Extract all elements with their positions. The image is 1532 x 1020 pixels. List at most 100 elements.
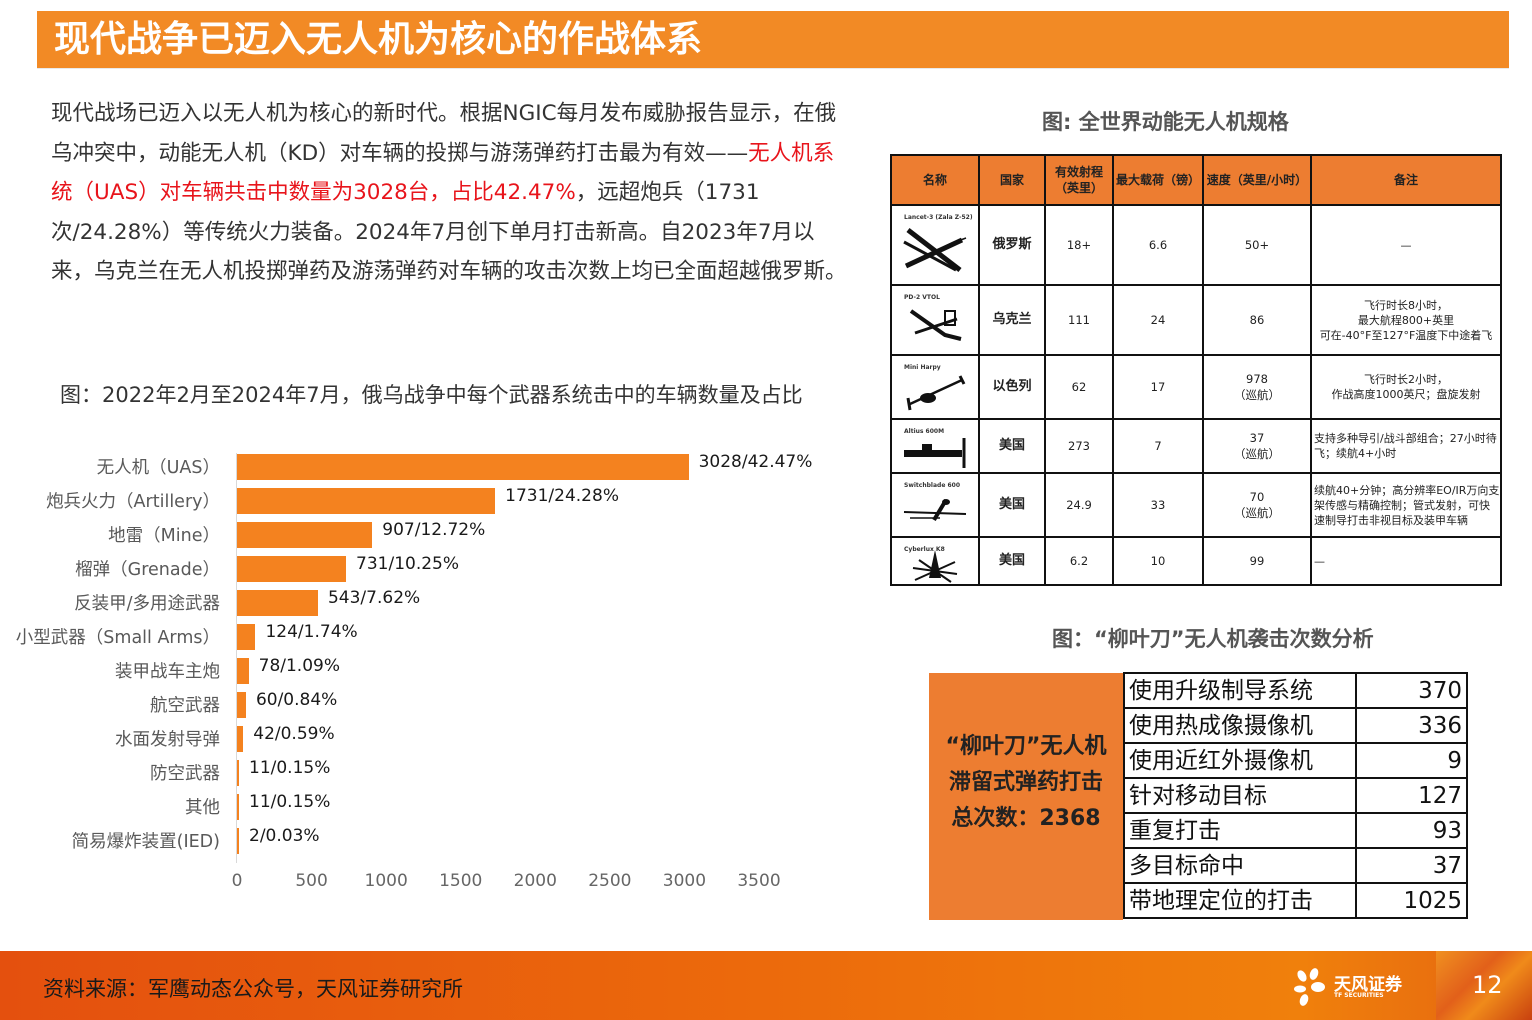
speed-cell: 978 （巡航） — [1202, 354, 1312, 420]
payload-cell: 6.6 — [1112, 204, 1204, 286]
attack-count: 336 — [1355, 707, 1468, 744]
spec-table-row: Altius 600M 美国 273 7 37 （巡航） 支持多种导引/战斗部组合；27小时… — [890, 418, 1502, 474]
note-cell: 续航40+分钟；高分辨率EO/IR万向支架传感与精确控制；管式发射，可快速制导打… — [1310, 472, 1502, 538]
speed-value: 37 — [1249, 431, 1265, 445]
speed-cell: 50+ — [1202, 204, 1312, 286]
chart-row: 其他 11/0.15% — [0, 791, 860, 825]
attack-type-label: 重复打击 — [1123, 812, 1357, 849]
category-label: 反装甲/多用途武器 — [74, 594, 220, 614]
note-cell: 支持多种导引/战斗部组合；27小时待飞；续航4+小时 — [1310, 418, 1502, 474]
lancet-attack-table: 使用升级制导系统 370 使用热成像摄像机 336 使用近红外摄像机 9 针对移动目标 127… — [1123, 672, 1468, 919]
switchblade-drone-icon — [892, 496, 978, 524]
data-label: 124/1.74% — [265, 622, 358, 642]
lancet-table-row: 使用升级制导系统 370 — [1123, 672, 1468, 709]
attack-count: 127 — [1355, 777, 1468, 814]
spec-table-row: Cyberlux K8 美国 6.2 10 99 — — [890, 536, 1502, 586]
title-bar: 现代战争已迈入无人机为核心的作战体系 — [37, 11, 1509, 69]
range-cell: 6.2 — [1044, 536, 1114, 586]
mini-harpy-drone-icon — [892, 372, 978, 412]
data-bar — [237, 488, 496, 514]
drone-name: Lancet-3 (Zala Z-52) — [904, 214, 973, 221]
page-number: 12 — [1472, 971, 1503, 999]
note-cell: 飞行时长8小时， 最大航程800+英里 可在-40°F至127°F温度下中途着飞 — [1310, 284, 1502, 356]
drone-name-cell: PD-2 VTOL — [890, 284, 980, 356]
spec-table-row: Mini Harpy 以色列 62 17 978 （巡航） 飞行时长2小时， 作战高度100… — [890, 354, 1502, 420]
category-label: 小型武器（Small Arms） — [15, 628, 220, 648]
category-label: 防空武器 — [150, 764, 220, 784]
header-payload: 最大载荷（镑） — [1112, 154, 1204, 206]
country-cell: 俄罗斯 — [978, 204, 1046, 286]
data-bar — [237, 760, 239, 786]
header-speed: 速度（英里/小时） — [1202, 154, 1312, 206]
header-country: 国家 — [978, 154, 1046, 206]
country-cell: 美国 — [978, 536, 1046, 586]
chart-row: 装甲战车主炮 78/1.09% — [0, 655, 860, 689]
drone-name: Switchblade 600 — [904, 482, 960, 489]
data-bar — [237, 522, 373, 548]
attack-count: 370 — [1355, 672, 1468, 709]
weapon-hits-bar-chart: 无人机（UAS） 3028/42.47% 炮兵火力（Artillery） 1731/2… — [0, 445, 860, 905]
altius-drone-icon — [892, 432, 978, 470]
spec-table-row: Lancet-3 (Zala Z-52) 俄罗斯 18+ 6.6 50+ — — [890, 204, 1502, 286]
chart-row: 水面发射导弹 42/0.59% — [0, 723, 860, 757]
x-tick-label: 1000 — [364, 871, 408, 891]
data-label: 2/0.03% — [249, 826, 320, 846]
lancet-summary-box: “柳叶刀”无人机 滞留式弹药打击 总次数：2368 — [929, 673, 1123, 920]
x-tick-label: 3000 — [662, 871, 707, 891]
lancet-table-row: 使用热成像摄像机 336 — [1123, 707, 1468, 744]
data-bar — [237, 658, 249, 684]
speed-value: 99 — [1249, 554, 1265, 568]
data-label: 907/12.72% — [382, 520, 486, 540]
chart-row: 航空武器 60/0.84% — [0, 689, 860, 723]
speed-note: （巡航） — [1234, 388, 1280, 402]
speed-cell: 99 — [1202, 536, 1312, 586]
attack-type-label: 使用近红外摄像机 — [1123, 742, 1357, 779]
range-cell: 24.9 — [1044, 472, 1114, 538]
attack-type-label: 使用热成像摄像机 — [1123, 707, 1357, 744]
data-bar — [237, 828, 239, 854]
spec-header-row: 名称 国家 有效射程（英里） 最大载荷（镑） 速度（英里/小时） 备注 — [890, 154, 1502, 206]
speed-cell: 86 — [1202, 284, 1312, 356]
country-cell: 美国 — [978, 418, 1046, 474]
range-cell: 273 — [1044, 418, 1114, 474]
x-tick-label: 0 — [231, 871, 243, 891]
category-label: 其他 — [185, 798, 220, 818]
attack-count: 1025 — [1355, 882, 1468, 919]
data-bar — [237, 590, 318, 616]
data-label: 11/0.15% — [249, 758, 331, 778]
data-bar — [237, 692, 246, 718]
lancet-table-body: 使用升级制导系统 370 使用热成像摄像机 336 使用近红外摄像机 9 针对移动目标 127… — [1123, 672, 1468, 919]
drone-name-cell: Switchblade 600 — [890, 472, 980, 538]
range-cell: 18+ — [1044, 204, 1114, 286]
intro-text-part2: ，远超炮兵（1731次/24.28%）等传统火力装备。2024年7月创下单月打击… — [51, 180, 847, 284]
header-range: 有效射程（英里） — [1044, 154, 1114, 206]
data-bar — [237, 556, 347, 582]
category-label: 水面发射导弹 — [115, 730, 220, 750]
footer: 资料来源：军鹰动态公众号，天风证券研究所 天风证券 TF SECURITIES … — [0, 951, 1532, 1020]
intro-paragraph: 现代战场已迈入以无人机为核心的新时代。根据NGIC每月发布威胁报告显示，在俄乌冲… — [51, 94, 851, 292]
speed-value: 70 — [1249, 490, 1265, 504]
drone-name-cell: Cyberlux K8 — [890, 536, 980, 586]
data-label: 543/7.62% — [327, 588, 421, 608]
attack-type-label: 多目标命中 — [1123, 847, 1357, 884]
data-label: 78/1.09% — [258, 656, 340, 676]
attack-type-label: 使用升级制导系统 — [1123, 672, 1357, 709]
attack-count: 9 — [1355, 742, 1468, 779]
drone-name: PD-2 VTOL — [904, 294, 940, 301]
payload-cell: 33 — [1112, 472, 1204, 538]
data-label: 731/10.25% — [356, 554, 460, 574]
speed-cell: 70 （巡航） — [1202, 472, 1312, 538]
x-tick-label: 1500 — [439, 871, 483, 891]
summary-line-3: 总次数：2368 — [951, 806, 1101, 831]
drone-name-cell: Lancet-3 (Zala Z-52) — [890, 204, 980, 286]
chart-row: 无人机（UAS） 3028/42.47% — [0, 451, 860, 485]
category-label: 榴弹（Grenade） — [75, 560, 220, 580]
summary-line-1: “柳叶刀”无人机 — [945, 734, 1107, 759]
attack-count: 37 — [1355, 847, 1468, 884]
data-bar — [237, 624, 256, 650]
speed-value: 978 — [1246, 372, 1268, 386]
speed-value: 50+ — [1244, 238, 1270, 252]
range-cell: 111 — [1044, 284, 1114, 356]
chart-row: 防空武器 11/0.15% — [0, 757, 860, 791]
page-title: 现代战争已迈入无人机为核心的作战体系 — [54, 19, 703, 60]
